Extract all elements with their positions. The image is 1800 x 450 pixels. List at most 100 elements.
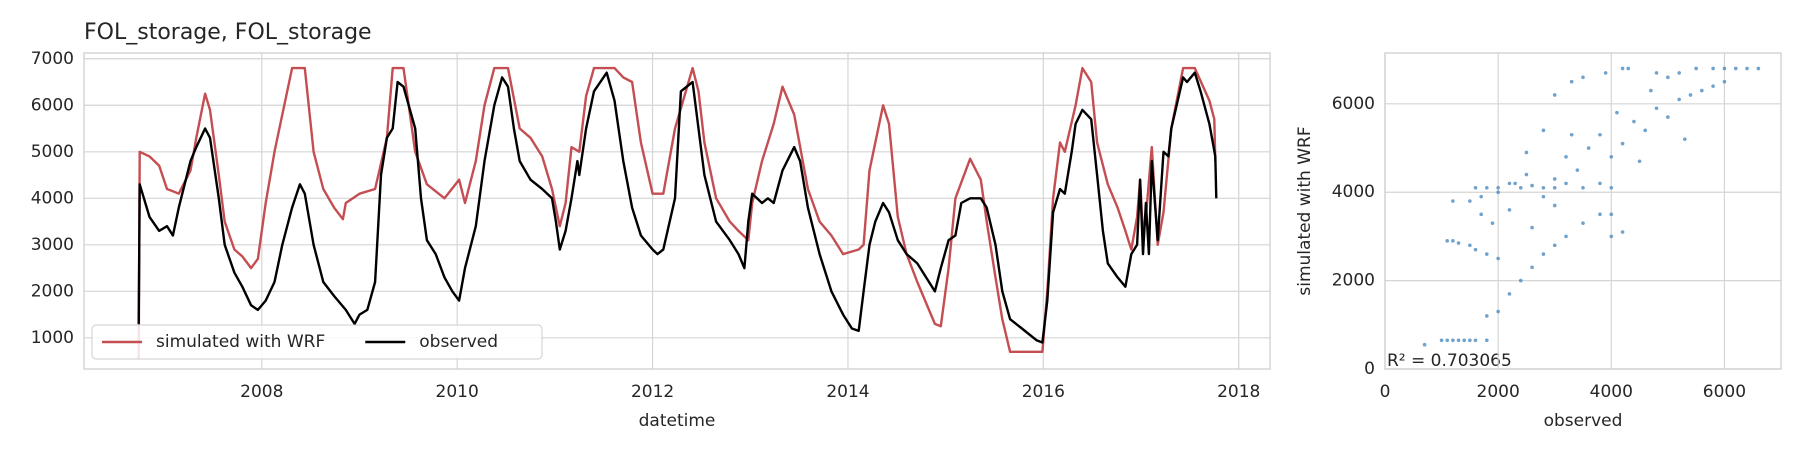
scatter-point [1496,309,1500,314]
legend: simulated with WRF observed [91,324,543,360]
y-tick-label: 4000 [1332,182,1375,202]
x-tick-label: 2018 [1217,382,1260,402]
scatter-point [1552,93,1557,97]
scatter-point [1496,256,1500,261]
scatter-point [1569,79,1574,84]
scatter-point [1462,338,1466,343]
scatter-point [1507,208,1512,212]
y-tick-label: 1000 [31,328,74,348]
plot-area: 1000 2000 3000 4000 5000 6000 7000 2008 2010 2012… [31,49,1271,402]
scatter-point [1518,278,1523,283]
scatter-point [1473,338,1478,343]
scatter-point [1445,338,1450,343]
scatter-point [1649,88,1653,93]
scatter-point [1479,194,1483,199]
y-tick-label: 5000 [31,142,74,162]
scatter-point [1564,234,1568,239]
scatter-point [1456,241,1461,245]
axes-frame [1384,52,1782,370]
scatter-point [1422,342,1427,347]
scatter-point [1581,75,1585,80]
scatter-point [1586,146,1591,150]
scatter-point [1552,243,1557,248]
scatter-point [1688,93,1693,97]
scatter-point [1626,66,1631,71]
scatter-point [1609,234,1614,239]
series-line [137,71,1218,344]
x-tick-label: 4000 [1590,382,1633,402]
scatter-point [1530,183,1534,188]
scatter-point [1541,185,1546,190]
y-tick-label: 0 [1364,359,1375,379]
scatter-point [1507,292,1512,296]
scatter-point [1564,181,1568,186]
y-tick-label: 6000 [1332,94,1375,114]
x-tick-label: 2016 [1022,382,1065,402]
x-axis-label: observed [1544,411,1623,431]
y-tick-label: 6000 [31,95,74,115]
legend-box [91,324,543,360]
scatter-point [1722,66,1727,71]
scatter-point [1485,314,1489,318]
scatter-point [1598,132,1602,137]
legend-label: simulated with WRF [156,332,325,352]
scatter-point [1615,110,1619,115]
scatter-point [1473,185,1478,190]
scatter-point [1524,172,1529,177]
scatter-point [1439,338,1444,343]
scatter-point [1700,88,1704,93]
scatter-point [1733,66,1738,71]
scatter-point [1485,338,1489,343]
scatter-point [1609,212,1614,217]
x-axis-label: datetime [639,411,716,431]
scatter-point [1564,155,1568,159]
y-tick-label: 7000 [31,49,74,69]
annotation: R² = 0.703065 [1387,351,1512,371]
x-tick-label: 2012 [631,382,674,402]
scatter-point [1541,128,1546,133]
scatter-point [1451,199,1455,203]
scatter-point [1637,159,1642,164]
x-tick-label: 2014 [826,382,869,402]
scatter-point [1552,203,1557,208]
scatter-point [1598,181,1602,186]
scatter-point [1581,185,1585,190]
scatter-point [1479,212,1483,217]
scatter-point [1756,66,1761,71]
scatter-point [1485,252,1489,256]
scatter-point [1654,71,1659,75]
scatter-point [1507,181,1512,186]
scatter-point [1445,239,1450,243]
scatter-point [1451,239,1455,243]
scatter-point [1451,338,1455,343]
scatter-point [1722,79,1727,84]
axes-frame [83,52,1271,370]
y-tick-label: 3000 [31,235,74,255]
scatter-point [1677,97,1681,102]
scatter-point [1694,66,1698,71]
scatter-point [1620,66,1625,71]
scatter-point [1530,225,1534,230]
scatter-point [1468,338,1472,343]
x-tick-label: 2010 [436,382,479,402]
scatter-point [1575,168,1580,172]
x-tick-label: 2000 [1477,382,1520,402]
x-tick-label: 6000 [1703,382,1746,402]
scatter-point [1620,141,1625,146]
x-tick-label: 0 [1380,382,1391,402]
scatter-point [1683,137,1687,141]
scatter-point [1620,230,1625,234]
scatter-point [1598,212,1602,217]
scatter-point [1666,75,1670,80]
legend-label: observed [419,332,498,352]
scatter-point [1581,221,1585,225]
scatter-point [1569,132,1574,137]
scatter-point [1711,84,1715,88]
chart-title: FOL_storage, FOL_storage [84,20,372,45]
scatter-point [1541,252,1546,256]
scatter-point [1609,185,1614,190]
scatter-point [1473,247,1478,252]
scatter-point [1552,185,1557,190]
y-axis-label: simulated with WRF [1295,126,1315,295]
